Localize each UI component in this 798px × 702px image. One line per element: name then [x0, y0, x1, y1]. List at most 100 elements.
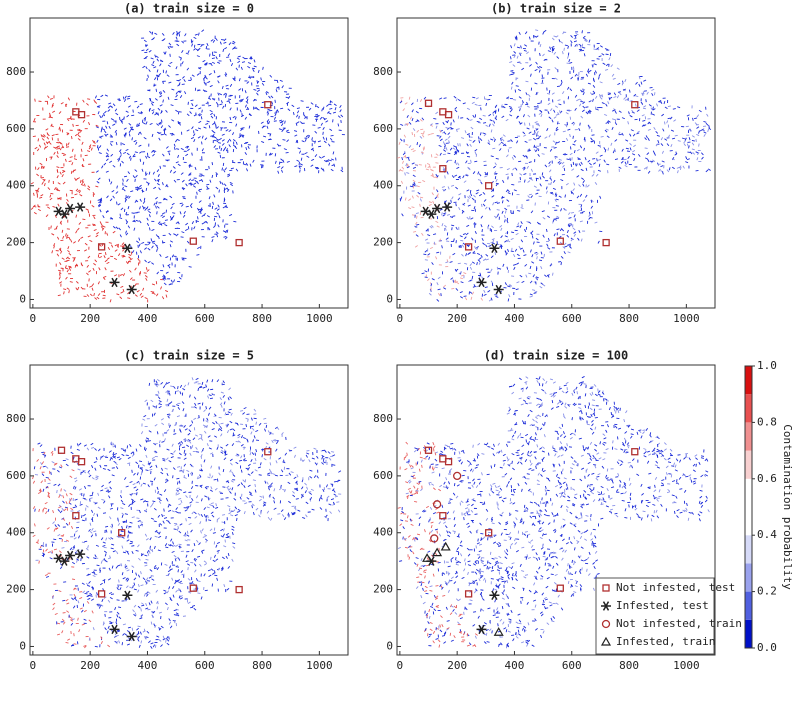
river-segment: [136, 518, 139, 519]
plot-frame: [30, 18, 348, 308]
river-segment: [654, 92, 655, 95]
river-segment: [214, 216, 217, 217]
river-segment: [477, 121, 480, 122]
river-segment: [645, 148, 648, 149]
x-tick-label: 200: [80, 312, 100, 325]
river-segment: [156, 89, 157, 92]
x-tick-label: 600: [562, 312, 582, 325]
river-segment: [323, 107, 324, 110]
river-segment: [433, 118, 436, 119]
y-tick-label: 400: [373, 179, 393, 192]
river-segment: [222, 515, 225, 516]
river-segment: [542, 172, 543, 175]
river-segment: [255, 484, 256, 487]
river-segment: [92, 572, 95, 573]
river-segment: [592, 135, 595, 136]
river-segment: [117, 600, 120, 601]
y-tick-label: 200: [6, 236, 26, 249]
river-segment: [246, 109, 249, 110]
river-segment: [561, 262, 562, 265]
river-segment: [485, 99, 488, 100]
river-segment: [178, 569, 179, 572]
x-tick-label: 1000: [673, 312, 700, 325]
river-segment: [416, 216, 417, 219]
river-segment: [331, 135, 334, 136]
river-segment: [129, 526, 132, 527]
river-segment: [434, 242, 435, 245]
panel-title: (b) train size = 2: [491, 2, 621, 16]
river-segment: [474, 161, 477, 162]
river-segment: [71, 136, 72, 139]
river-segment: [646, 99, 647, 102]
river-segment: [187, 531, 188, 534]
river-segment: [197, 216, 198, 219]
river-segment: [323, 132, 324, 135]
river-segment: [699, 144, 700, 147]
river-segment: [574, 35, 577, 36]
river-segment: [201, 175, 204, 176]
river-segment: [451, 200, 452, 203]
river-segment: [529, 140, 532, 141]
y-tick-label: 600: [6, 122, 26, 135]
river-segment: [146, 188, 147, 191]
river-segment: [51, 226, 52, 229]
river-segment: [212, 58, 215, 59]
river-segment: [223, 469, 224, 472]
river-segment: [179, 481, 180, 484]
river-segment: [119, 580, 120, 583]
river-segment: [81, 515, 82, 518]
river-segment: [510, 71, 513, 72]
river-segment: [236, 456, 239, 457]
river-segment: [61, 488, 62, 491]
river-segment: [95, 646, 98, 647]
river-segment: [176, 567, 179, 568]
river-segment: [336, 502, 339, 503]
river-segment: [178, 386, 179, 389]
river-segment: [673, 109, 676, 110]
river-segment: [129, 463, 130, 466]
river-segment: [664, 121, 665, 124]
river-segment: [122, 642, 123, 645]
river-segment: [227, 230, 228, 233]
river-segment: [271, 434, 274, 435]
river-segment: [161, 120, 162, 123]
river-segment: [413, 185, 414, 188]
river-segment: [101, 198, 102, 201]
river-segment: [456, 203, 457, 206]
river-segment: [97, 107, 100, 108]
river-segment: [92, 224, 95, 225]
river-segment: [68, 266, 71, 267]
river-segment: [281, 485, 282, 488]
river-segment: [176, 478, 179, 479]
river-segment: [599, 164, 600, 167]
river-segment: [165, 547, 168, 548]
river-segment: [518, 107, 521, 108]
river-segment: [445, 175, 446, 178]
river-segment: [221, 423, 224, 424]
river-segment: [34, 466, 35, 469]
river-segment: [138, 626, 141, 627]
river-segment: [69, 522, 70, 525]
river-segment: [208, 497, 209, 500]
river-segment: [549, 90, 550, 93]
river-segment: [513, 100, 516, 101]
river-segment: [556, 206, 559, 207]
river-segment: [126, 455, 129, 456]
river-segment: [505, 210, 506, 213]
river-segment: [50, 193, 53, 194]
river-segment: [54, 229, 57, 230]
river-segment: [267, 121, 268, 124]
plot-frame: [397, 18, 715, 308]
river-segment: [152, 549, 153, 552]
river-segment: [96, 476, 99, 477]
river-segment: [229, 508, 230, 511]
river-segment: [132, 470, 133, 473]
river-segment: [571, 164, 572, 167]
river-segment: [199, 189, 202, 190]
river-segment: [196, 255, 199, 256]
river-segment: [585, 107, 588, 108]
river-segment: [210, 398, 213, 399]
river-segment: [253, 414, 256, 415]
